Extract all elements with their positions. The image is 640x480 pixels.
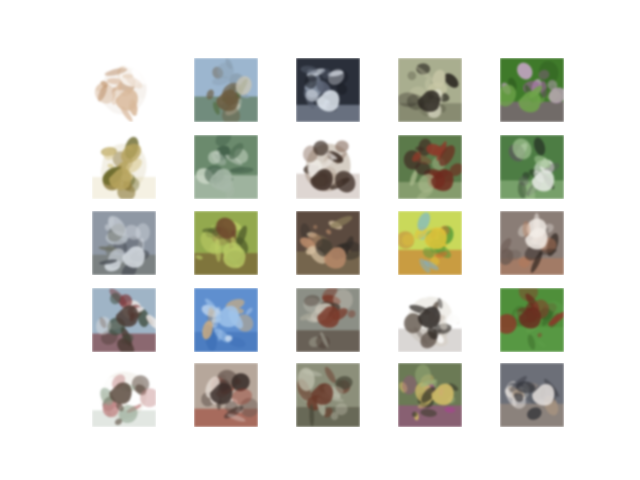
sample-image-art	[398, 211, 462, 275]
sample-image-r3c5	[500, 211, 564, 275]
sample-image-r5c5	[500, 363, 564, 427]
sample-image-art	[296, 288, 360, 352]
sample-image-art	[194, 363, 258, 427]
sample-image-r4c2	[194, 288, 258, 352]
sample-image-r1c5	[500, 58, 564, 122]
sample-image-art	[296, 135, 360, 199]
sample-image-art	[398, 135, 462, 199]
sample-image-art	[194, 135, 258, 199]
sample-image-art	[500, 58, 564, 122]
sample-image-art	[500, 135, 564, 199]
sample-image-art	[194, 211, 258, 275]
sample-image-art	[500, 211, 564, 275]
sample-image-art	[92, 363, 156, 427]
sample-image-art	[92, 135, 156, 199]
sample-image-art	[92, 58, 156, 122]
sample-image-r1c3	[296, 58, 360, 122]
sample-image-art	[194, 58, 258, 122]
sample-image-art	[398, 58, 462, 122]
sample-image-art	[92, 288, 156, 352]
sample-image-r5c2	[194, 363, 258, 427]
sample-image-art	[296, 363, 360, 427]
sample-image-r2c5	[500, 135, 564, 199]
sample-image-r1c2	[194, 58, 258, 122]
sample-image-art	[296, 211, 360, 275]
sample-image-r5c4	[398, 363, 462, 427]
sample-image-r3c3	[296, 211, 360, 275]
sample-image-r5c3	[296, 363, 360, 427]
sample-image-r1c1	[92, 58, 156, 122]
sample-image-r2c3	[296, 135, 360, 199]
sample-image-r1c4	[398, 58, 462, 122]
sample-image-r4c4	[398, 288, 462, 352]
sample-image-art	[194, 288, 258, 352]
sample-image-art	[398, 363, 462, 427]
sample-image-r4c3	[296, 288, 360, 352]
sample-image-art	[500, 363, 564, 427]
sample-image-art	[500, 288, 564, 352]
sample-image-r3c2	[194, 211, 258, 275]
sample-image-r2c4	[398, 135, 462, 199]
sample-image-r5c1	[92, 363, 156, 427]
sample-image-r2c2	[194, 135, 258, 199]
sample-image-art	[296, 58, 360, 122]
sample-image-art	[92, 211, 156, 275]
sample-image-r3c1	[92, 211, 156, 275]
sample-image-r4c1	[92, 288, 156, 352]
sample-image-art	[398, 288, 462, 352]
sample-image-r3c4	[398, 211, 462, 275]
sample-image-r4c5	[500, 288, 564, 352]
sample-image-r2c1	[92, 135, 156, 199]
